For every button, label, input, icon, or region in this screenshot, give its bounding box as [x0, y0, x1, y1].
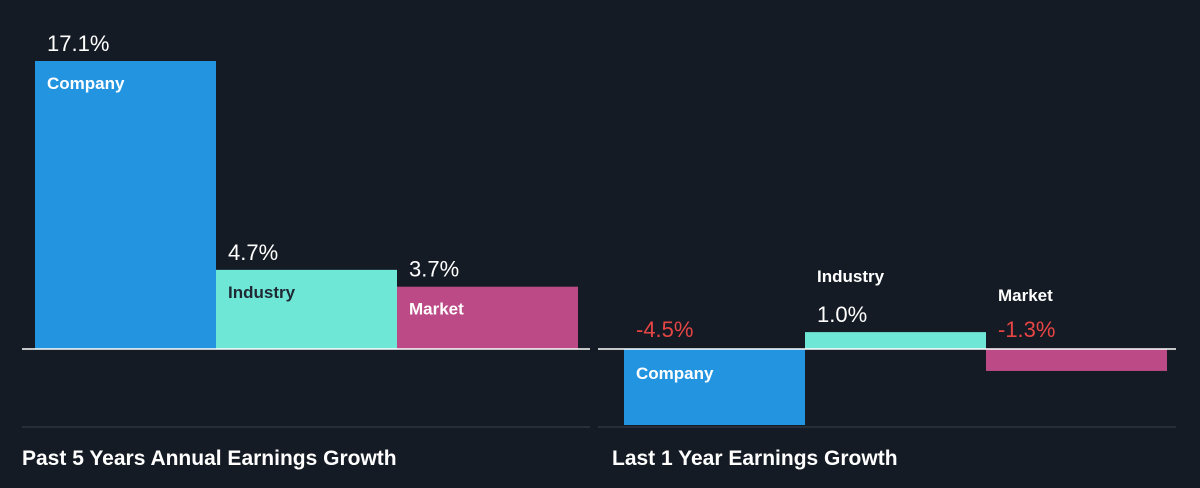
past-5-years-value-label-company: 17.1% — [47, 31, 109, 56]
past-5-years-category-label-company: Company — [47, 74, 125, 93]
last-1-year-title: Last 1 Year Earnings Growth — [612, 447, 898, 470]
last-1-year-bar-company — [624, 349, 805, 425]
past-5-years-category-label-market: Market — [409, 300, 464, 319]
last-1-year-bar-market — [986, 349, 1167, 371]
past-5-years-bar-industry — [216, 269, 397, 349]
past-5-years-bar-company — [35, 61, 216, 349]
past-5-years-value-label-market: 3.7% — [409, 257, 459, 282]
past-5-years-value-label-industry: 4.7% — [228, 240, 278, 265]
last-1-year-category-label-company: Company — [636, 364, 714, 383]
last-1-year-value-label-industry: 1.0% — [817, 302, 867, 327]
last-1-year-category-label-industry: Industry — [817, 267, 885, 286]
panel-past-5-years: Company 17.1% Industry 4.7% Market 3.7% Past 5… — [22, 31, 590, 470]
past-5-years-category-label-industry: Industry — [228, 283, 296, 302]
last-1-year-category-label-market: Market — [998, 286, 1053, 305]
last-1-year-bar-industry — [805, 332, 986, 349]
panel-last-1-year: Company -4.5% Industry 1.0% Market -1.3% Last … — [598, 267, 1176, 470]
last-1-year-value-label-company: -4.5% — [636, 317, 693, 342]
last-1-year-value-label-market: -1.3% — [998, 317, 1055, 342]
past-5-years-title: Past 5 Years Annual Earnings Growth — [22, 447, 397, 470]
past-5-years-bar-market — [397, 286, 578, 349]
